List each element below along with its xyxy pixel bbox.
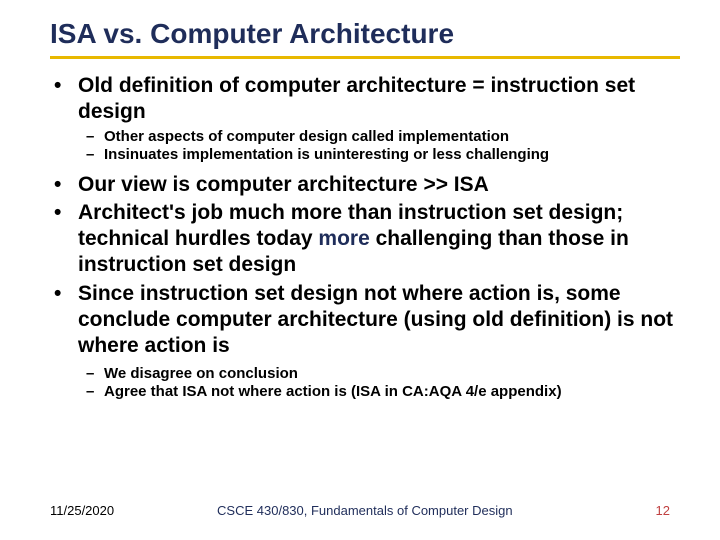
bullet-marker: – <box>86 383 104 401</box>
bullet-marker: – <box>86 365 104 383</box>
bullet-level1: • Our view is computer architecture >> I… <box>50 172 680 198</box>
bullet-text: Old definition of computer architecture … <box>78 73 680 126</box>
bullet-text: We disagree on conclusion <box>104 365 298 383</box>
footer-page-number: 12 <box>656 503 670 518</box>
footer-course: CSCE 430/830, Fundamentals of Computer D… <box>74 503 655 518</box>
bullet-level2: – Insinuates implementation is uninteres… <box>86 146 680 164</box>
bullet-level2: – Agree that ISA not where action is (IS… <box>86 383 680 401</box>
bullet-level1: • Old definition of computer architectur… <box>50 73 680 126</box>
bullet-marker: • <box>50 200 78 279</box>
bullet-text-emphasis: more <box>318 227 369 250</box>
bullet-text: Since instruction set design not where a… <box>78 281 680 360</box>
bullet-text: Insinuates implementation is uninteresti… <box>104 146 549 164</box>
bullet-marker: – <box>86 128 104 146</box>
bullet-text: Agree that ISA not where action is (ISA … <box>104 383 562 401</box>
bullet-level1: • Since instruction set design not where… <box>50 281 680 360</box>
slide: ISA vs. Computer Architecture • Old defi… <box>0 0 720 540</box>
bullet-level2: – We disagree on conclusion <box>86 365 680 383</box>
bullet-text: Other aspects of computer design called … <box>104 128 509 146</box>
slide-content: • Old definition of computer architectur… <box>50 73 680 401</box>
title-underline <box>50 56 680 59</box>
bullet-level2: – Other aspects of computer design calle… <box>86 128 680 146</box>
bullet-marker: • <box>50 172 78 198</box>
bullet-level1: • Architect's job much more than instruc… <box>50 200 680 279</box>
bullet-marker: • <box>50 281 78 360</box>
bullet-text: Architect's job much more than instructi… <box>78 200 680 279</box>
slide-footer: 11/25/2020 CSCE 430/830, Fundamentals of… <box>50 503 670 518</box>
bullet-marker: – <box>86 146 104 164</box>
bullet-marker: • <box>50 73 78 126</box>
bullet-text: Our view is computer architecture >> ISA <box>78 172 489 198</box>
slide-title: ISA vs. Computer Architecture <box>50 18 680 50</box>
